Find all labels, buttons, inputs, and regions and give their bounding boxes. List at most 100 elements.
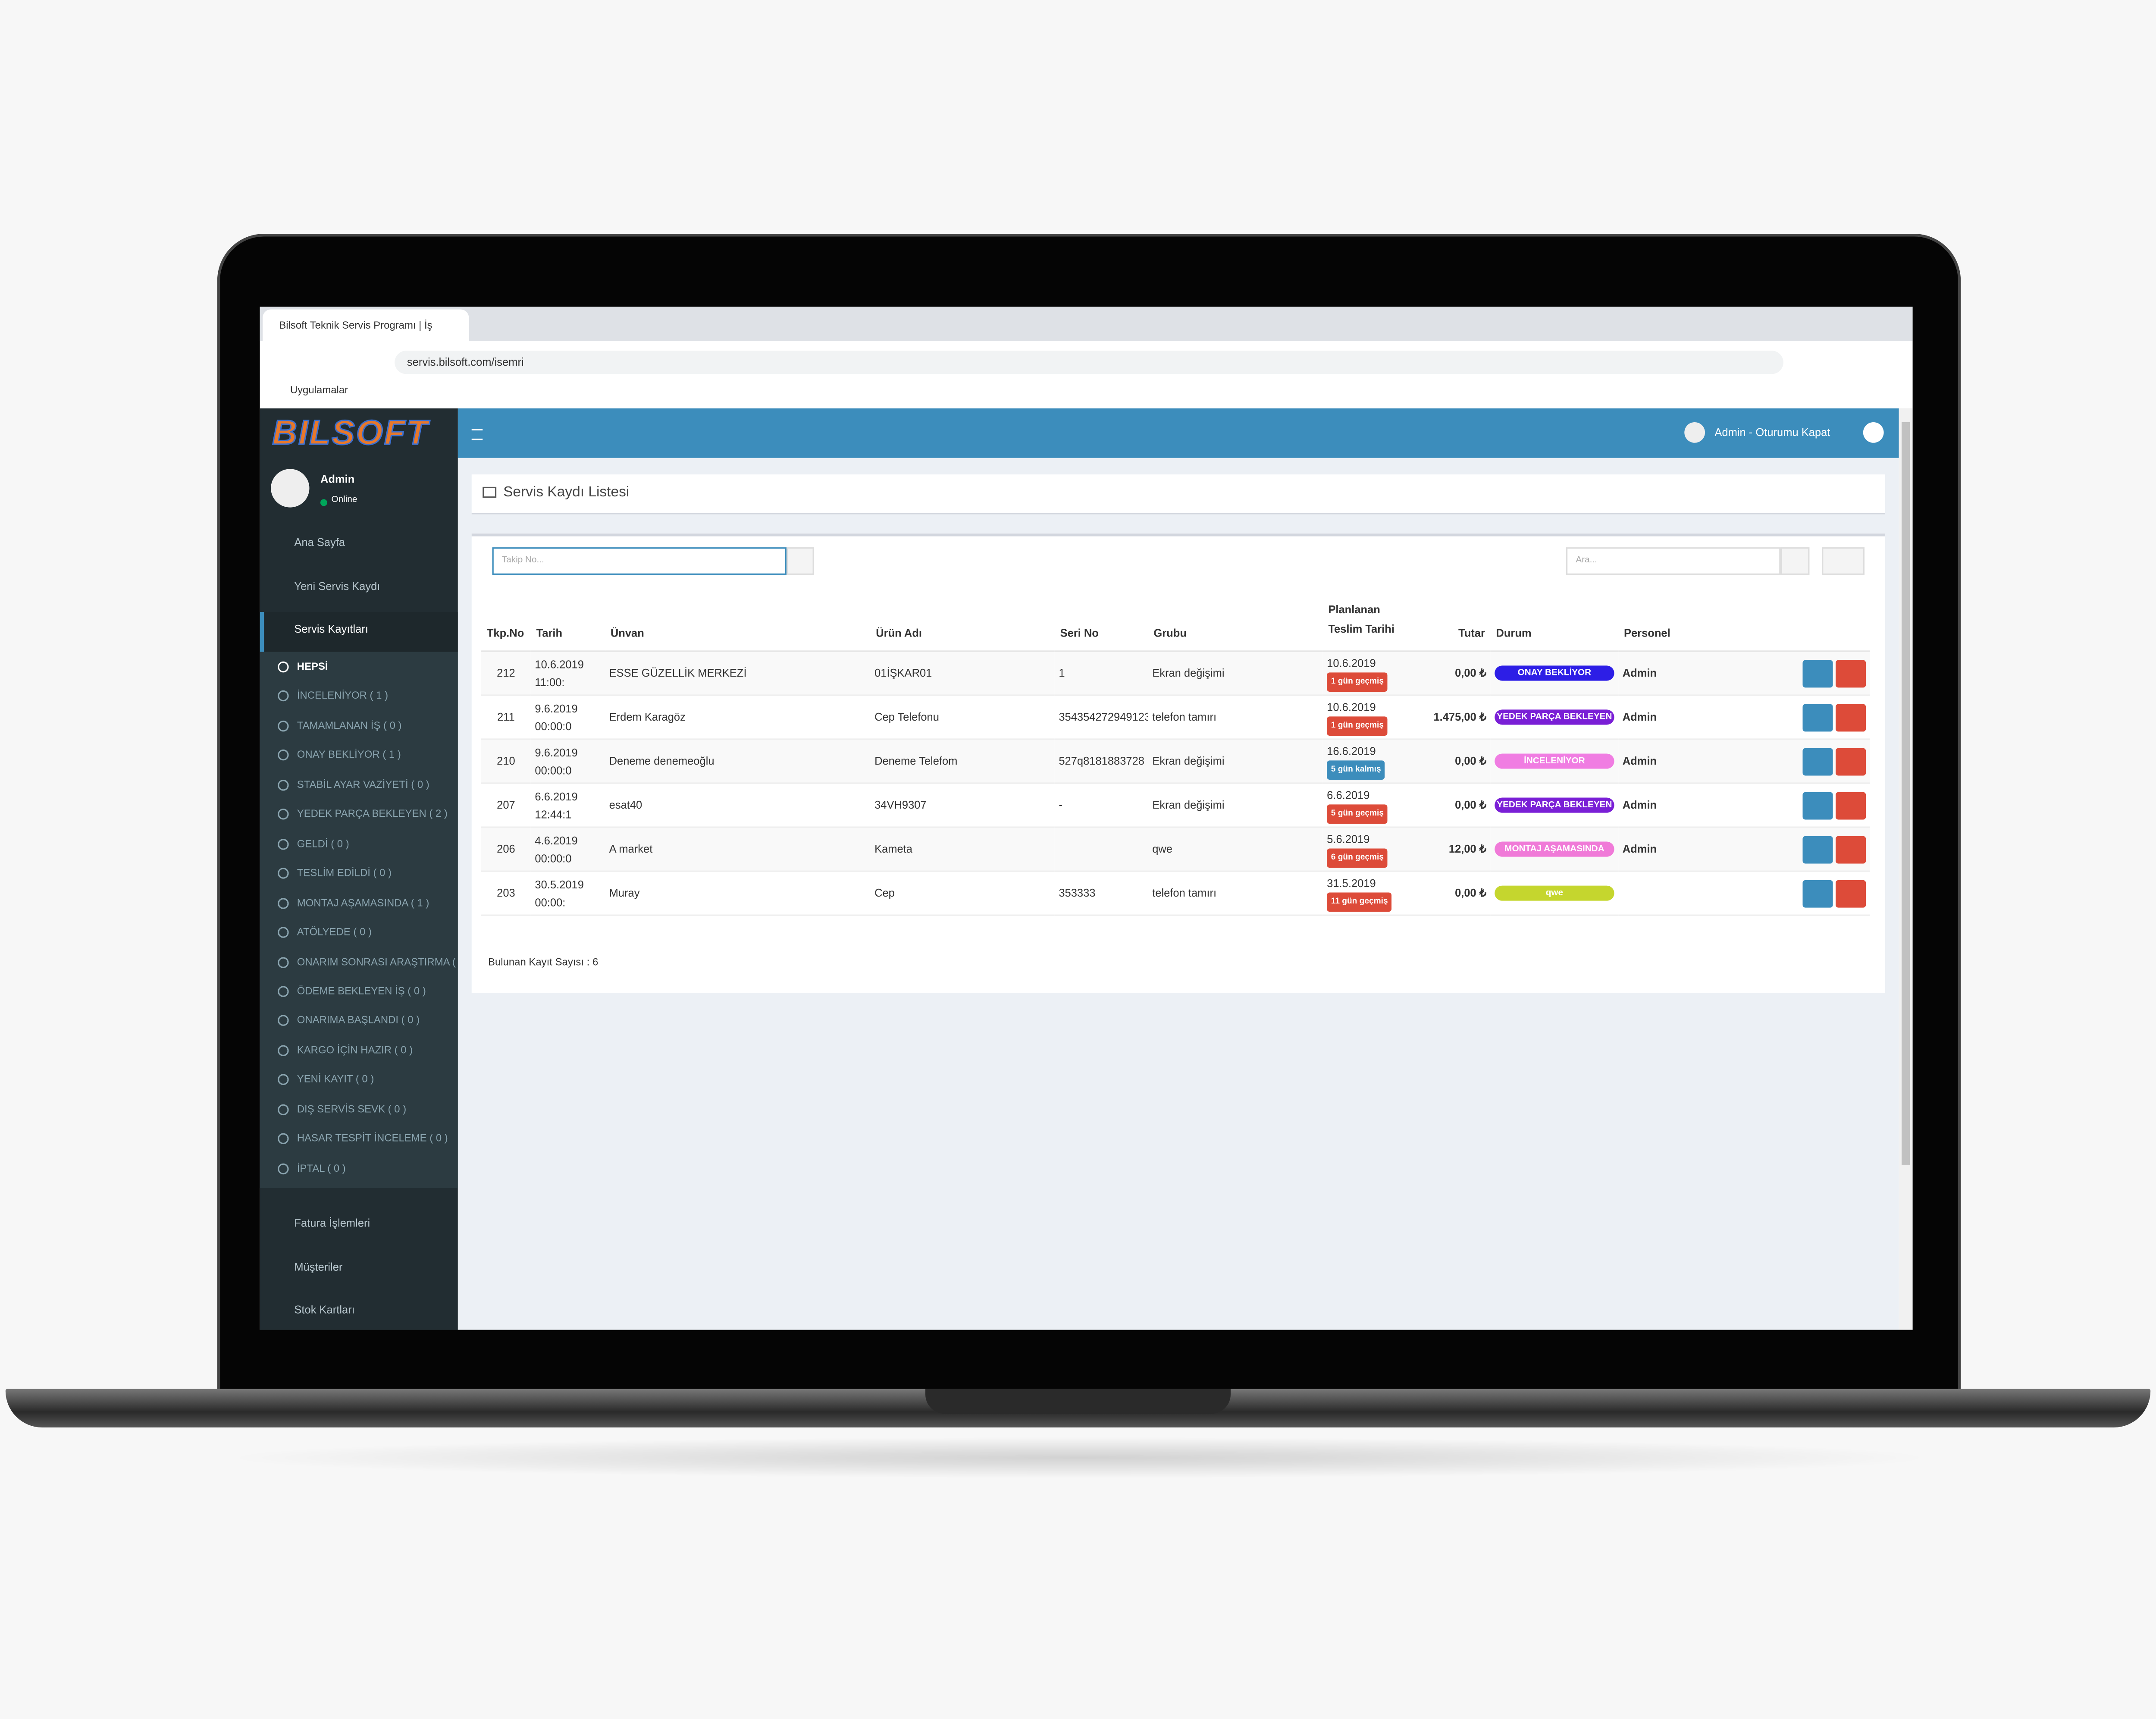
submenu-item[interactable]: ONARIMA BAŞLANDI ( 0 ) [297,1014,420,1027]
menu-item[interactable]: Ana Sayfa [294,536,345,549]
title: esat40 [605,783,871,828]
actions-header [1738,598,1870,652]
submenu-icon [278,1074,289,1085]
delay-badge: 1 gün geçmiş [1327,715,1388,735]
delivery-date: 5.6.2019 [1327,832,1370,845]
submenu-item[interactable]: YEDEK PARÇA BEKLEYEN ( 2 ) [297,807,448,820]
actions [1738,871,1870,916]
menu-item[interactable]: Servis Kayıtları [294,623,368,636]
column-header: Personel [1618,598,1738,652]
status-badge: YEDEK PARÇA BEKLEYEN [1495,709,1614,725]
amount: 1.475,00 ₺ [1405,695,1491,740]
menu-item[interactable]: Müşteriler [294,1260,343,1273]
submenu-item[interactable]: TAMAMLANAN İŞ ( 0 ) [297,719,402,732]
submenu-icon [278,691,289,702]
submenu-icon [278,986,289,997]
status-cell: YEDEK PARÇA BEKLEYEN [1490,783,1619,828]
status-cell: İNCELENİYOR [1490,739,1619,784]
view-button[interactable] [1802,747,1833,775]
product: Cep [870,871,1055,916]
delete-button[interactable] [1836,659,1866,687]
table-row: 211 9.6.2019 00:00:0 Erdem Karagöz Cep Telef… [481,695,1870,740]
address-bar[interactable] [395,351,1783,374]
serial: 1 [1059,667,1065,680]
staff: Admin [1622,755,1657,768]
tkp-no: 210 [481,739,531,784]
submenu-item[interactable]: STABİL AYAR VAZİYETİ ( 0 ) [297,778,429,790]
actions [1738,695,1870,740]
delete-button[interactable] [1836,747,1866,775]
delivery-date: 31.5.2019 [1327,876,1376,889]
group: Ekran değişimi [1148,651,1323,696]
delivery-cell: 16.6.2019 5 gün kalmış [1322,739,1405,784]
submenu-icon [278,661,289,673]
view-button[interactable] [1802,791,1833,819]
view-button[interactable] [1802,703,1833,731]
delivery-cell: 31.5.2019 11 gün geçmiş [1322,871,1405,916]
tab-title: Bilsoft Teknik Servis Programı | İş [279,319,432,332]
submenu-item[interactable]: ATÖLYEDE ( 0 ) [297,925,372,938]
submenu-icon [278,779,289,790]
panel-header: Servis Kaydı Listesi [471,474,1885,514]
back-button[interactable] [1863,422,1884,443]
view-button[interactable] [1802,835,1833,863]
delete-button[interactable] [1836,703,1866,731]
status-badge: MONTAJ AŞAMASINDA [1495,841,1614,857]
title: ESSE GÜZELLİK MERKEZİ [605,651,871,696]
actions [1738,739,1870,784]
status-cell: YEDEK PARÇA BEKLEYEN [1490,695,1619,740]
group: Ekran değişimi [1148,739,1323,784]
submenu-item[interactable]: HASAR TESPİT İNCELEME ( 0 ) [297,1132,448,1145]
submenu-item[interactable]: HEPSİ [297,660,328,673]
view-button[interactable] [1802,659,1833,687]
settings-button[interactable] [1822,547,1865,575]
delete-button[interactable] [1836,835,1866,863]
topbar-user[interactable]: Admin - Oturumu Kapat [1714,426,1830,439]
bookmark[interactable]: Uygulamalar [290,383,348,396]
menu-item[interactable]: Stok Kartları [294,1303,355,1316]
delivery-date: 6.6.2019 [1327,788,1370,801]
menu-item[interactable]: Yeni Servis Kaydı [294,580,380,593]
menu-toggle[interactable] [471,429,483,440]
staff: Admin [1622,711,1657,724]
search-button[interactable] [786,547,814,575]
view-button[interactable] [1802,879,1833,907]
submenu-item[interactable]: ÖDEME BEKLEYEN İŞ ( 0 ) [297,984,426,997]
submenu-item[interactable]: ONAY BEKLİYOR ( 1 ) [297,748,401,761]
submenu-item[interactable]: GELDİ ( 0 ) [297,837,349,850]
amount: 0,00 ₺ [1405,739,1491,784]
delete-button[interactable] [1836,791,1866,819]
column-header: Tutar [1405,598,1491,652]
delay-badge: 6 gün geçmiş [1327,847,1388,867]
tab[interactable]: Bilsoft Teknik Servis Programı | İş [263,309,469,341]
submenu-item[interactable]: YENİ KAYIT ( 0 ) [297,1073,374,1085]
date: 9.6.2019 [535,702,578,715]
submenu-item[interactable]: İNCELENİYOR ( 1 ) [297,689,389,702]
submenu-item[interactable]: KARGO İÇİN HAZIR ( 0 ) [297,1043,413,1056]
submenu-item[interactable]: DIŞ SERVİS SEVK ( 0 ) [297,1102,407,1115]
filter-input[interactable]: Ara... [1566,547,1781,575]
amount: 12,00 ₺ [1405,827,1491,872]
header-row: Tkp.No Tarih Ünvan Ürün Adı Seri No Grubu Plan… [481,598,1870,652]
menu-item[interactable]: Fatura İşlemleri [294,1217,370,1230]
delivery-cell: 6.6.2019 5 gün geçmiş [1322,783,1405,828]
tkp-no: 207 [481,783,531,828]
submenu-item[interactable]: ONARIM SONRASI ARAŞTIRMA ( [297,955,456,968]
column-header: Ürün Adı [870,598,1055,652]
amount: 0,00 ₺ [1405,783,1491,828]
submenu-item[interactable]: TESLİM EDİLDİ ( 0 ) [297,866,392,879]
delete-button[interactable] [1836,879,1866,907]
amount: 0,00 ₺ [1405,651,1491,696]
submenu-item[interactable]: MONTAJ AŞAMASINDA ( 1 ) [297,896,429,909]
staff-cell [1618,871,1738,916]
submenu-icon [278,897,289,909]
search-input[interactable]: Takip No... [492,547,787,575]
submenu-item[interactable]: İPTAL ( 0 ) [297,1161,346,1174]
column-header: Durum [1490,598,1619,652]
avatar [271,469,310,508]
title: Deneme denemeoğlu [605,739,871,784]
column-header: Seri No [1054,598,1148,652]
group: qwe [1148,827,1323,872]
filter-button[interactable] [1780,547,1810,575]
